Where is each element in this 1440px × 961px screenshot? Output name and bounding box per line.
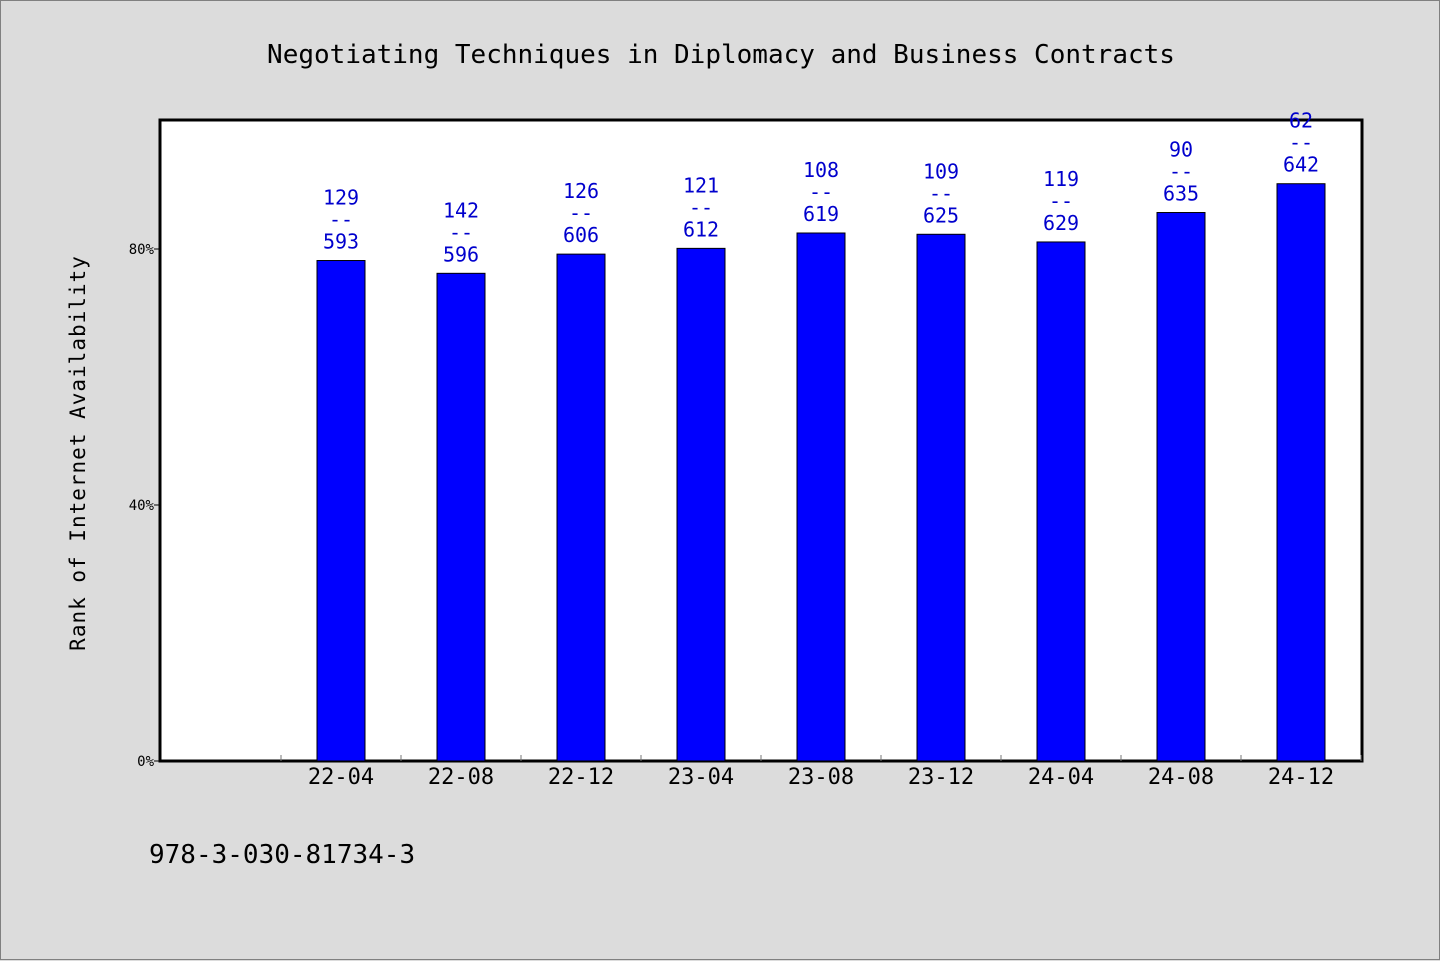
footer-isbn: 978-3-030-81734-3 (149, 840, 415, 870)
data-label: 121 (683, 173, 719, 197)
data-label: 635 (1163, 182, 1199, 206)
y-axis-label: Rank of Internet Availability (66, 255, 90, 651)
data-label: 142 (443, 198, 479, 222)
y-tick-label: 80% (129, 242, 155, 258)
data-label: 642 (1283, 153, 1319, 177)
bar (436, 272, 486, 762)
chart-title: Negotiating Techniques in Diplomacy and … (267, 40, 1175, 70)
data-label: 612 (683, 217, 719, 241)
data-label: 596 (443, 242, 479, 266)
marks-layer: 0%40%80%22-04129--59322-08142--59622-121… (129, 109, 1362, 790)
x-tick-label: 22-12 (548, 765, 614, 790)
x-tick-label: 23-12 (908, 765, 974, 790)
data-label: 593 (323, 230, 359, 254)
data-label: -- (689, 195, 713, 219)
data-label: -- (1169, 160, 1193, 184)
x-tick-label: 24-12 (1268, 765, 1334, 790)
data-label: 90 (1169, 138, 1193, 162)
bar (1156, 212, 1206, 762)
data-label: -- (1049, 189, 1073, 213)
data-label: -- (929, 181, 953, 205)
data-label: -- (329, 208, 353, 232)
data-label: -- (569, 201, 593, 225)
x-tick-label: 23-08 (788, 765, 854, 790)
data-label: 129 (323, 186, 359, 210)
data-label: 619 (803, 202, 839, 226)
data-label: 109 (923, 159, 959, 183)
data-label: 126 (563, 179, 599, 203)
y-tick-label: 0% (137, 754, 154, 770)
data-label: 62 (1289, 109, 1313, 133)
data-label: 606 (563, 223, 599, 247)
data-label: -- (809, 180, 833, 204)
y-tick-label: 40% (129, 498, 155, 514)
bar (676, 247, 726, 762)
bar (556, 253, 606, 762)
data-label: 629 (1043, 211, 1079, 235)
bar (1036, 241, 1086, 762)
x-tick-label: 23-04 (668, 765, 734, 790)
bar (916, 233, 966, 762)
data-label: -- (1289, 131, 1313, 155)
data-label: -- (449, 220, 473, 244)
bar (1276, 183, 1326, 762)
data-label: 625 (923, 203, 959, 227)
x-tick-label: 24-08 (1148, 765, 1214, 790)
data-label: 119 (1043, 167, 1079, 191)
x-tick-label: 22-08 (428, 765, 494, 790)
bar (316, 260, 366, 762)
data-label: 108 (803, 158, 839, 182)
x-tick-label: 22-04 (308, 765, 374, 790)
bar (796, 232, 846, 762)
x-tick-label: 24-04 (1028, 765, 1094, 790)
